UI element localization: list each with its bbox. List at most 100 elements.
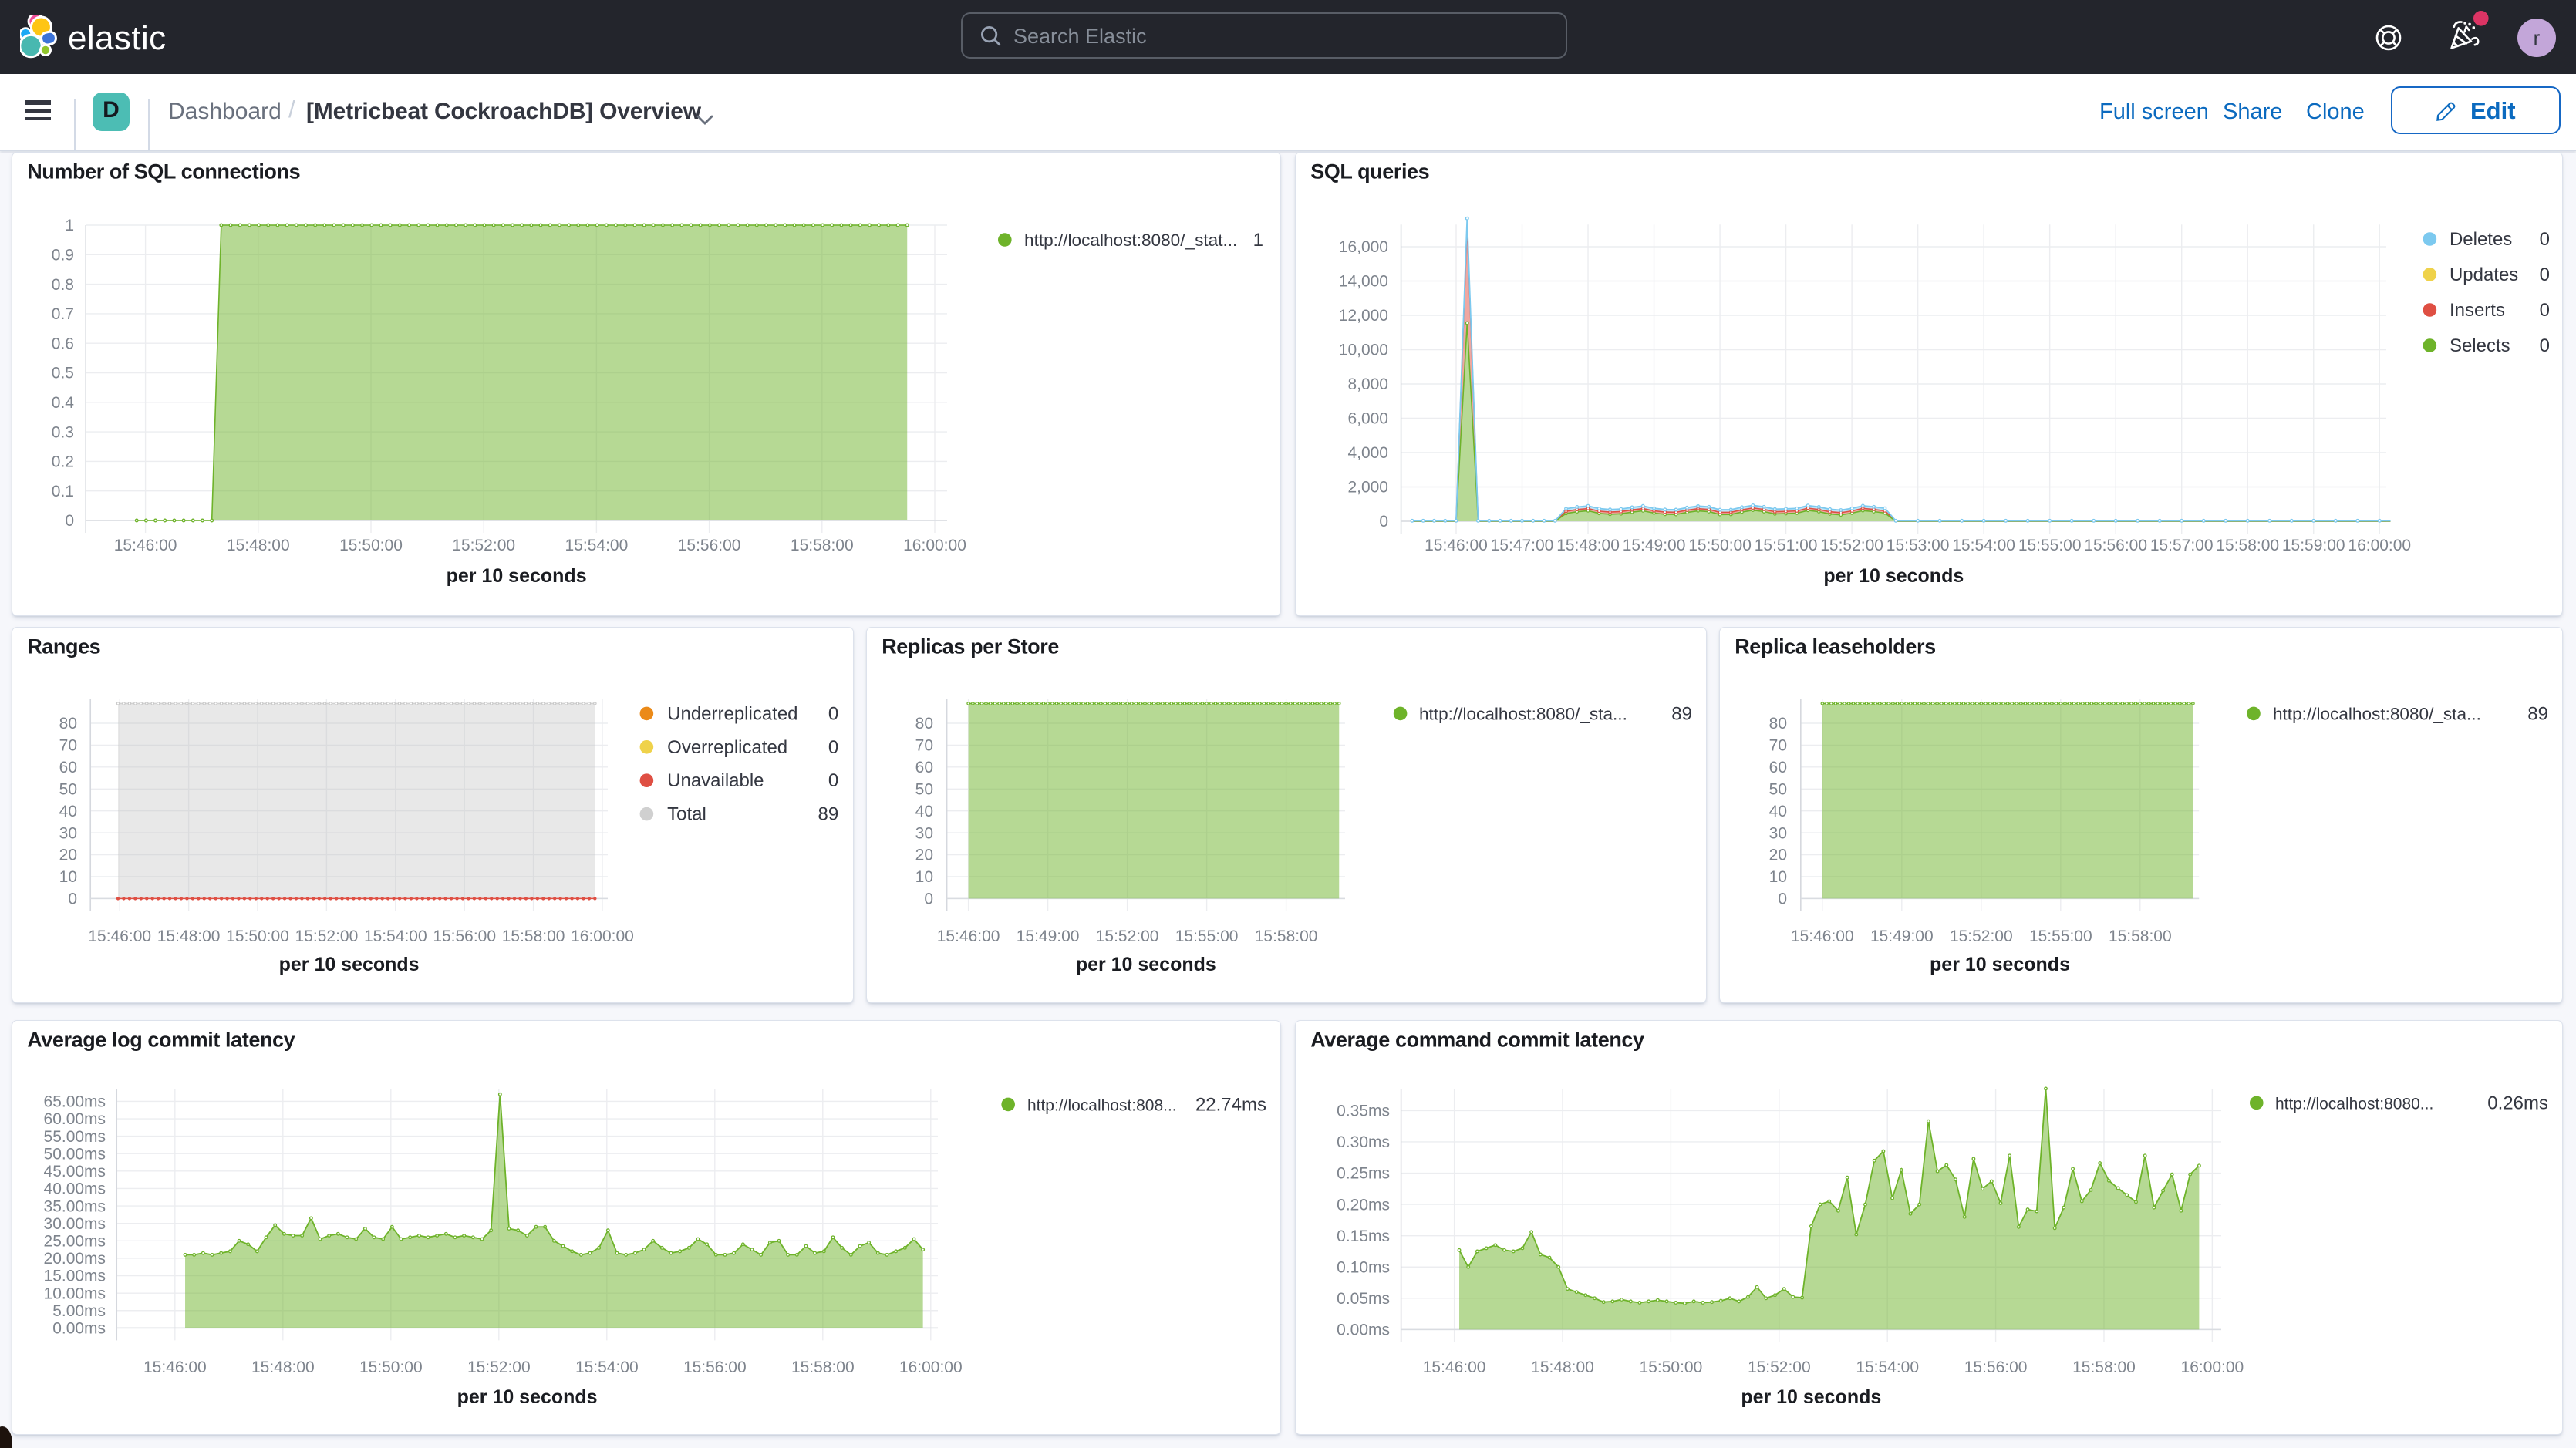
svg-text:15:53:00: 15:53:00 [1886, 537, 1949, 554]
svg-text:Average log commit latency: Average log commit latency [28, 1028, 295, 1051]
svg-text:per 10 seconds: per 10 seconds [1823, 565, 1964, 587]
svg-text:15:48:00: 15:48:00 [1556, 537, 1620, 554]
svg-text:Average command commit latency: Average command commit latency [1310, 1028, 1644, 1051]
svg-text:20: 20 [59, 847, 77, 864]
svg-text:50: 50 [59, 781, 77, 799]
svg-text:0: 0 [69, 891, 78, 908]
svg-text:0.35ms: 0.35ms [1337, 1102, 1390, 1120]
svg-text:45.00ms: 45.00ms [44, 1163, 106, 1180]
svg-text:Overreplicated: Overreplicated [668, 737, 788, 758]
svg-text:40: 40 [915, 803, 933, 820]
svg-text:0.6: 0.6 [52, 335, 75, 352]
svg-text:15:46:00: 15:46:00 [115, 537, 178, 554]
svg-text:0.05ms: 0.05ms [1337, 1290, 1390, 1308]
svg-text:8,000: 8,000 [1347, 375, 1388, 393]
svg-text:15:50:00: 15:50:00 [227, 928, 290, 946]
svg-text:55.00ms: 55.00ms [44, 1127, 106, 1145]
svg-text:15:46:00: 15:46:00 [144, 1359, 207, 1376]
svg-text:15:49:00: 15:49:00 [1870, 928, 1933, 946]
svg-text:Total: Total [668, 804, 707, 825]
svg-text:0: 0 [1379, 513, 1388, 530]
svg-text:10: 10 [59, 869, 77, 887]
svg-text:15:46:00: 15:46:00 [1422, 1359, 1485, 1376]
svg-text:60: 60 [1768, 759, 1786, 777]
svg-text:15:54:00: 15:54:00 [365, 928, 428, 946]
svg-text:15:52:00: 15:52:00 [295, 928, 359, 946]
svg-text:70: 70 [1768, 737, 1786, 755]
svg-text:15:52:00: 15:52:00 [468, 1359, 531, 1376]
svg-text:15:58:00: 15:58:00 [791, 537, 855, 554]
svg-text:15:54:00: 15:54:00 [576, 1359, 639, 1376]
svg-text:16:00:00: 16:00:00 [2348, 537, 2411, 554]
svg-text:15:49:00: 15:49:00 [1622, 537, 1685, 554]
svg-text:65.00ms: 65.00ms [44, 1093, 106, 1110]
svg-text:15:57:00: 15:57:00 [2149, 537, 2213, 554]
svg-text:0.2: 0.2 [52, 453, 75, 471]
svg-text:20: 20 [1768, 847, 1786, 864]
svg-text:50: 50 [915, 781, 933, 799]
svg-text:70: 70 [59, 737, 77, 755]
svg-text:2,000: 2,000 [1347, 479, 1388, 497]
svg-text:80: 80 [1768, 716, 1786, 733]
svg-text:15:47:00: 15:47:00 [1490, 537, 1553, 554]
svg-text:35.00ms: 35.00ms [44, 1197, 106, 1215]
svg-text:0: 0 [2539, 229, 2549, 250]
svg-text:15:58:00: 15:58:00 [2072, 1359, 2136, 1376]
svg-text:Deletes: Deletes [2449, 229, 2511, 250]
svg-text:20: 20 [915, 847, 933, 864]
svg-text:15:46:00: 15:46:00 [937, 928, 1000, 946]
svg-text:15:56:00: 15:56:00 [679, 537, 742, 554]
svg-text:0.10ms: 0.10ms [1337, 1258, 1390, 1276]
svg-text:15:48:00: 15:48:00 [1531, 1359, 1594, 1376]
svg-text:12,000: 12,000 [1338, 307, 1387, 325]
svg-text:15:48:00: 15:48:00 [228, 537, 291, 554]
svg-text:1: 1 [66, 217, 75, 234]
svg-text:15:51:00: 15:51:00 [1754, 537, 1817, 554]
svg-text:0.5: 0.5 [52, 365, 75, 382]
svg-text:0: 0 [2539, 300, 2549, 321]
svg-text:30: 30 [915, 825, 933, 843]
svg-text:15:48:00: 15:48:00 [252, 1359, 315, 1376]
svg-text:15:55:00: 15:55:00 [2018, 537, 2081, 554]
svg-text:40: 40 [59, 803, 77, 820]
svg-text:10.00ms: 10.00ms [44, 1285, 106, 1302]
svg-text:0: 0 [2539, 335, 2549, 356]
svg-text:10: 10 [1768, 869, 1786, 887]
svg-text:60: 60 [915, 759, 933, 777]
svg-text:Inserts: Inserts [2449, 300, 2504, 321]
svg-text:0: 0 [829, 704, 839, 725]
svg-text:14,000: 14,000 [1338, 273, 1387, 291]
svg-text:15:58:00: 15:58:00 [1255, 928, 1318, 946]
svg-text:0.00ms: 0.00ms [53, 1319, 106, 1337]
svg-text:15.00ms: 15.00ms [44, 1267, 106, 1285]
svg-text:15:46:00: 15:46:00 [89, 928, 152, 946]
svg-text:16:00:00: 16:00:00 [572, 928, 635, 946]
svg-text:0.4: 0.4 [52, 394, 76, 412]
svg-text:15:55:00: 15:55:00 [1175, 928, 1239, 946]
svg-text:15:46:00: 15:46:00 [1790, 928, 1853, 946]
svg-text:per 10 seconds: per 10 seconds [1929, 955, 2069, 976]
svg-text:0.15ms: 0.15ms [1337, 1227, 1390, 1244]
svg-text:15:56:00: 15:56:00 [2084, 537, 2147, 554]
svg-text:Replicas per Store: Replicas per Store [882, 635, 1060, 658]
svg-text:Replica leaseholders: Replica leaseholders [1734, 635, 1934, 658]
svg-text:1: 1 [1253, 230, 1263, 251]
svg-text:0.26ms: 0.26ms [2487, 1093, 2548, 1113]
svg-text:http://localhost:8080/_stat...: http://localhost:8080/_stat... [1025, 231, 1238, 250]
svg-text:0.3: 0.3 [52, 423, 75, 441]
svg-text:0.7: 0.7 [52, 305, 75, 323]
svg-text:30: 30 [59, 825, 77, 843]
svg-text:16:00:00: 16:00:00 [900, 1359, 963, 1376]
svg-text:15:58:00: 15:58:00 [792, 1359, 855, 1376]
svg-text:60.00ms: 60.00ms [44, 1110, 106, 1128]
svg-text:15:50:00: 15:50:00 [1688, 537, 1752, 554]
svg-text:per 10 seconds: per 10 seconds [457, 1386, 598, 1408]
svg-text:15:56:00: 15:56:00 [433, 928, 497, 946]
svg-text:15:56:00: 15:56:00 [684, 1359, 747, 1376]
svg-text:per 10 seconds: per 10 seconds [279, 955, 420, 976]
svg-text:10: 10 [915, 869, 933, 887]
svg-text:15:58:00: 15:58:00 [2108, 928, 2171, 946]
svg-text:15:52:00: 15:52:00 [1747, 1359, 1810, 1376]
svg-text:Underreplicated: Underreplicated [668, 704, 798, 725]
svg-text:15:48:00: 15:48:00 [158, 928, 221, 946]
